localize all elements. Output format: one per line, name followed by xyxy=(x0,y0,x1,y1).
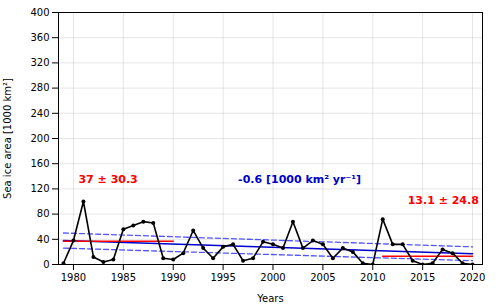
svg-text:280: 280 xyxy=(30,82,49,93)
svg-text:2015: 2015 xyxy=(410,272,435,283)
svg-text:200: 200 xyxy=(30,133,49,144)
svg-text:80: 80 xyxy=(37,208,50,219)
svg-text:37 ± 30.3: 37 ± 30.3 xyxy=(78,173,137,186)
svg-text:160: 160 xyxy=(30,158,49,169)
svg-text:2000: 2000 xyxy=(260,272,285,283)
svg-text:1980: 1980 xyxy=(61,272,86,283)
svg-text:1990: 1990 xyxy=(161,272,186,283)
svg-text:-0.6 [1000 km² yr⁻¹]: -0.6 [1000 km² yr⁻¹] xyxy=(238,173,361,186)
svg-text:1995: 1995 xyxy=(210,272,235,283)
svg-text:240: 240 xyxy=(30,108,49,119)
svg-text:2005: 2005 xyxy=(310,272,335,283)
svg-text:Years: Years xyxy=(256,293,283,304)
svg-text:0: 0 xyxy=(43,259,49,270)
svg-text:Sea ice area [1000 km²]: Sea ice area [1000 km²] xyxy=(2,78,13,199)
svg-text:360: 360 xyxy=(30,32,49,43)
svg-text:2010: 2010 xyxy=(360,272,385,283)
svg-text:13.1 ± 24.8: 13.1 ± 24.8 xyxy=(408,194,479,207)
svg-text:120: 120 xyxy=(30,183,49,194)
svg-text:320: 320 xyxy=(30,57,49,68)
svg-text:400: 400 xyxy=(30,7,49,18)
svg-text:1985: 1985 xyxy=(111,272,136,283)
svg-text:40: 40 xyxy=(37,234,50,245)
svg-text:2020: 2020 xyxy=(460,272,485,283)
